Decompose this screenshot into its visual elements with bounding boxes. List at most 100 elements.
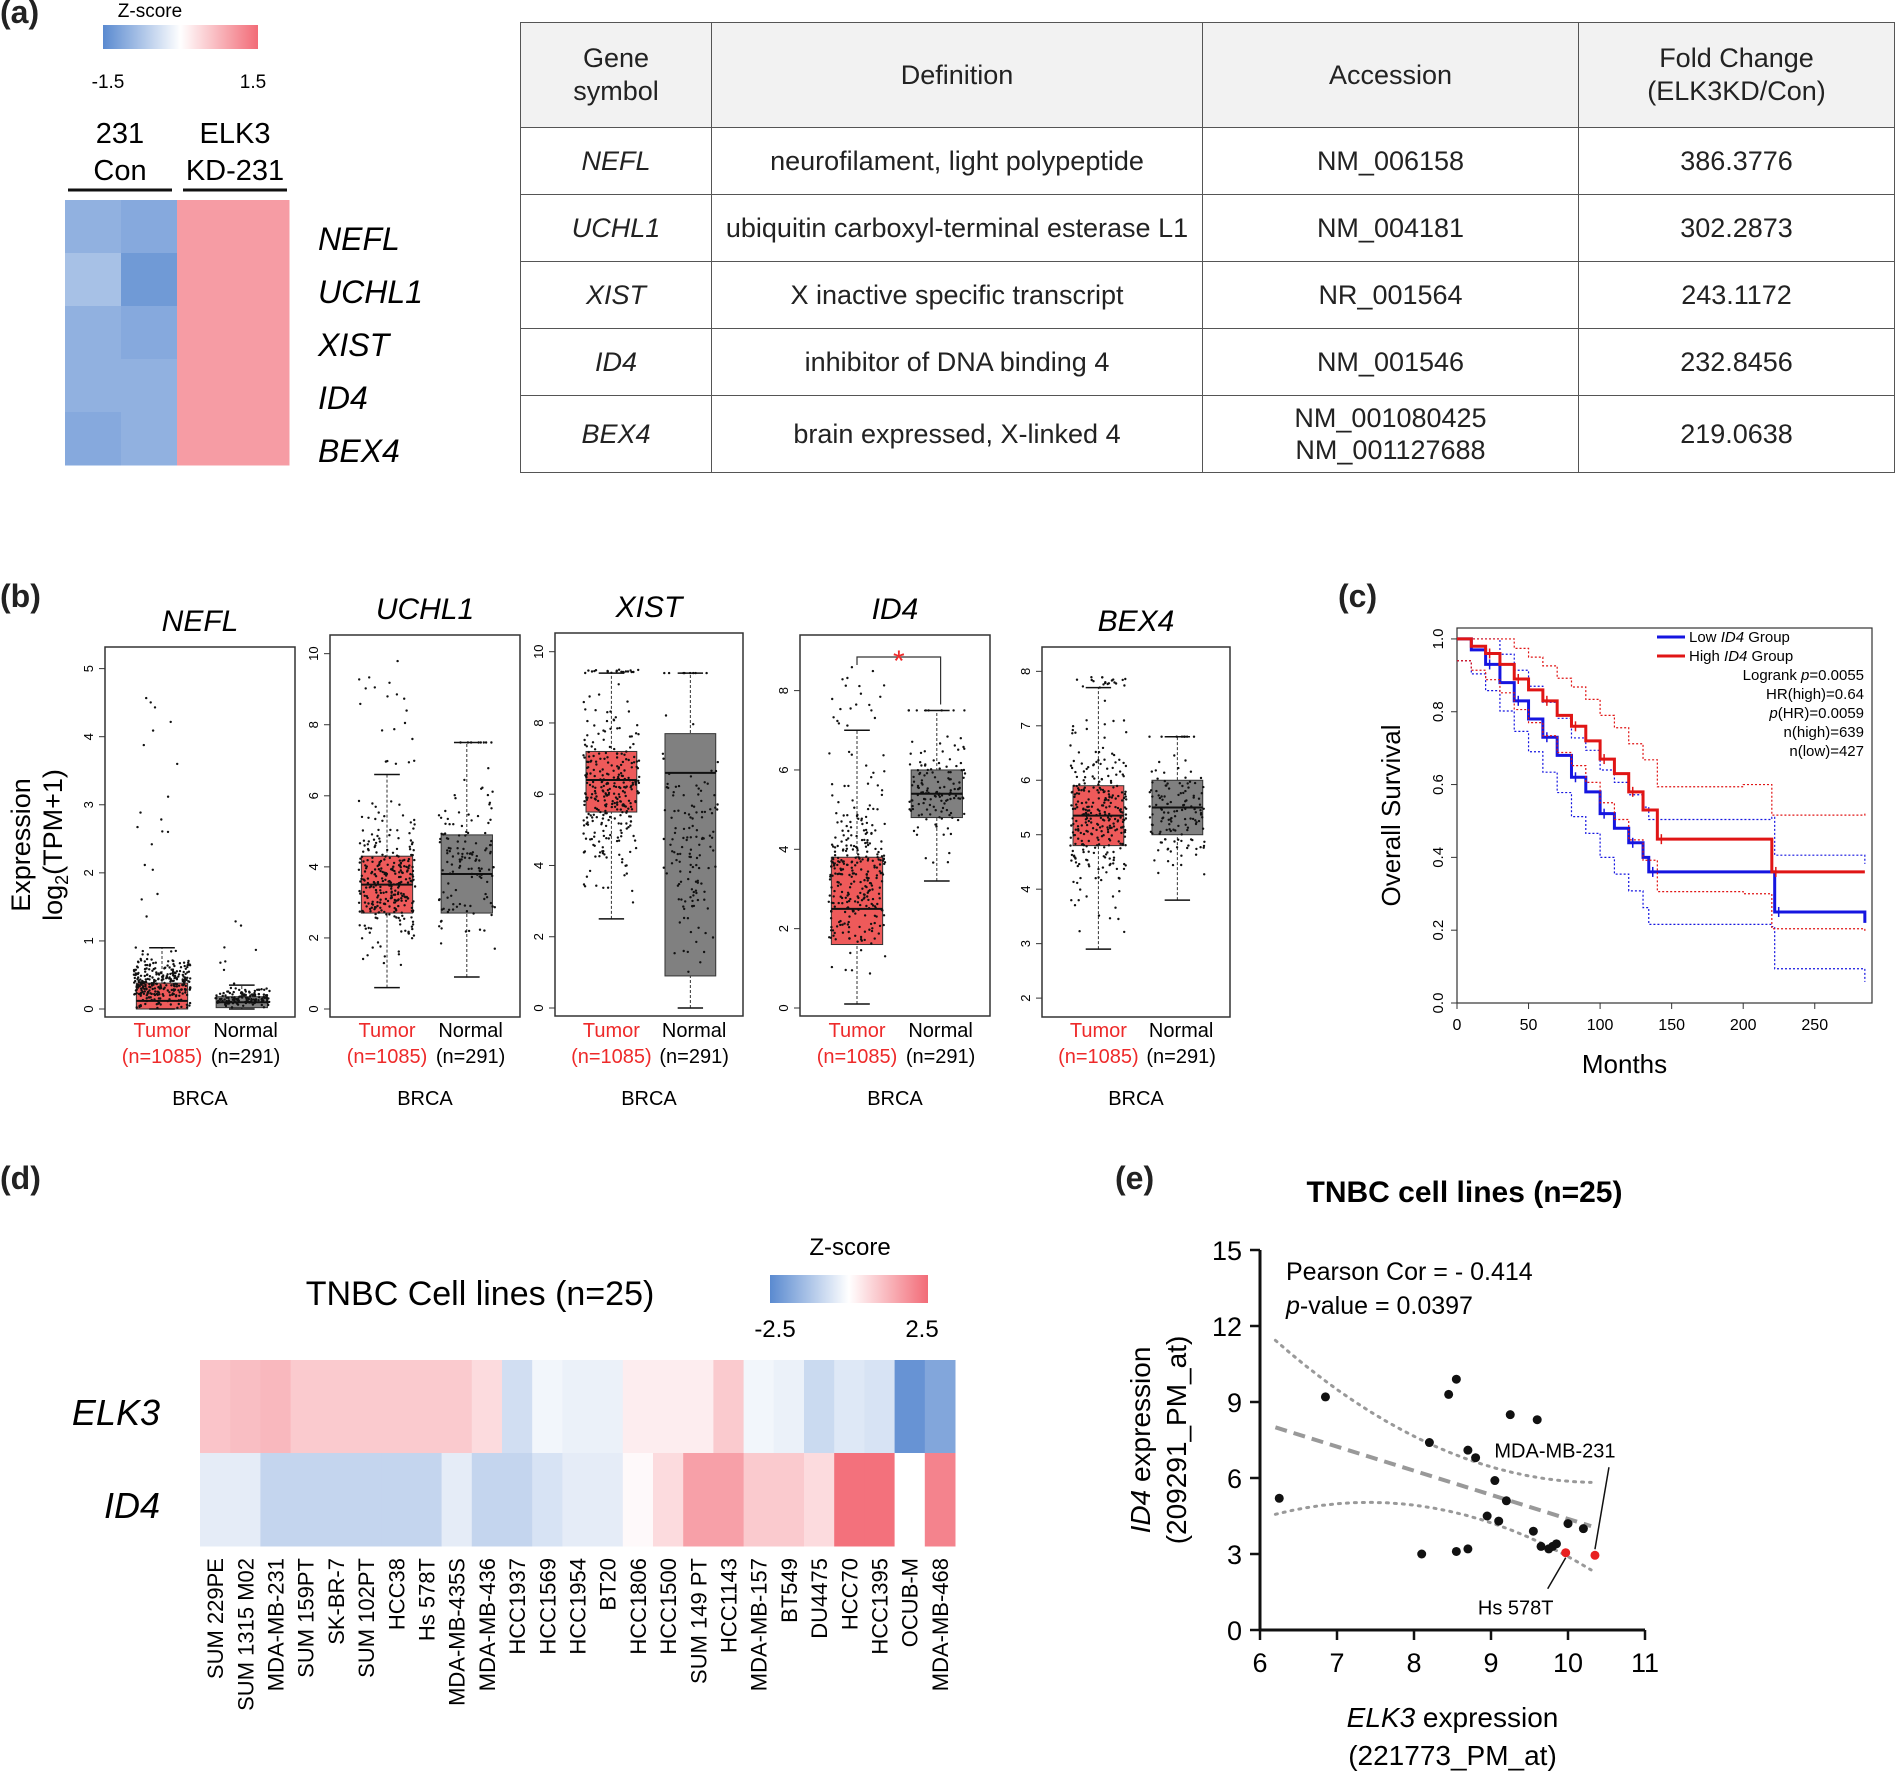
data-point [867, 898, 870, 902]
data-point [484, 741, 488, 744]
panel-c-survival: 0 50 100 150 200 2500.00.20.40.60.81.0MonthsO… [1376, 627, 1873, 1079]
data-point [1077, 792, 1081, 795]
data-point [623, 874, 626, 877]
data-point [682, 827, 686, 831]
data-point [1082, 848, 1085, 851]
cell-accession: NM_001546 [1202, 328, 1579, 396]
data-point [1107, 790, 1110, 793]
data-point [358, 861, 361, 864]
data-point [962, 776, 965, 779]
km-ci-lower [1457, 660, 1866, 931]
data-point [386, 899, 390, 903]
data-point [599, 778, 602, 781]
y-tick-label: 3 [81, 801, 96, 808]
data-point [960, 792, 963, 795]
data-point [1085, 829, 1088, 833]
data-point [857, 856, 860, 859]
data-point [401, 814, 405, 817]
data-point [689, 836, 692, 839]
data-point [923, 750, 926, 753]
data-point [834, 938, 837, 941]
data-point [1202, 844, 1206, 848]
header-accession: Accession [1202, 22, 1579, 128]
data-point [617, 778, 621, 781]
data-point [1078, 862, 1081, 866]
data-point [458, 860, 462, 863]
data-point [1122, 867, 1126, 871]
data-point [866, 782, 870, 785]
data-point [222, 991, 225, 995]
data-point [1185, 735, 1189, 738]
data-point [493, 947, 496, 950]
data-point [1074, 807, 1077, 810]
data-point [868, 703, 871, 707]
data-point [877, 932, 880, 935]
data-point [699, 961, 702, 964]
data-point [585, 781, 589, 785]
data-point [678, 860, 681, 863]
heatmap-cell [562, 1453, 594, 1547]
heatmap-cell [441, 1453, 473, 1547]
data-point [879, 695, 882, 698]
data-point [844, 896, 847, 899]
data-point [469, 904, 472, 908]
data-point [688, 671, 692, 675]
data-point [377, 911, 380, 914]
data-point [393, 901, 396, 904]
data-point [144, 970, 147, 973]
data-point [380, 729, 384, 732]
data-point [383, 871, 386, 874]
data-point [1183, 817, 1187, 821]
data-point [178, 991, 181, 994]
data-point [475, 854, 478, 858]
data-point [591, 819, 594, 823]
data-point [627, 776, 630, 780]
data-point [1087, 863, 1090, 866]
data-point [182, 983, 186, 986]
cell-line-label: SUM 229PE [203, 1558, 228, 1679]
data-point [591, 816, 594, 819]
data-point [595, 816, 598, 819]
data-point [151, 868, 154, 871]
heatmap-cell [562, 1360, 594, 1454]
data-point [615, 839, 619, 843]
cell-line-label: HCC1143 [717, 1558, 742, 1653]
data-point [832, 864, 836, 867]
data-point [682, 949, 685, 953]
data-point [367, 840, 370, 843]
data-point [1199, 813, 1203, 816]
data-point [375, 851, 378, 854]
data-point [854, 912, 857, 915]
data-point [403, 858, 406, 862]
data-point [632, 834, 635, 838]
data-point [878, 897, 881, 900]
data-point [942, 833, 945, 836]
data-point [1169, 829, 1173, 833]
category-n-normal: (n=291) [1146, 1046, 1216, 1068]
data-point [1199, 846, 1202, 849]
data-point [362, 860, 365, 863]
data-point [952, 709, 955, 712]
data-point [221, 994, 224, 997]
data-point [948, 851, 951, 855]
data-point [453, 794, 456, 797]
data-point [880, 880, 884, 883]
data-point [582, 819, 585, 822]
data-point [1103, 736, 1106, 739]
data-point [839, 883, 842, 886]
data-point [870, 884, 874, 887]
data-point [613, 805, 617, 808]
data-point [1183, 735, 1187, 738]
data-point [689, 775, 693, 778]
data-point [1071, 817, 1074, 820]
group-label: BRCA [621, 1088, 677, 1110]
data-point [154, 990, 157, 993]
data-point [188, 987, 192, 990]
y-tick-label: 2 [81, 869, 96, 876]
data-point [366, 877, 370, 880]
data-point [829, 875, 832, 878]
data-point [174, 976, 177, 979]
data-point [963, 812, 966, 816]
data-point [379, 889, 382, 892]
data-point [1194, 819, 1197, 822]
